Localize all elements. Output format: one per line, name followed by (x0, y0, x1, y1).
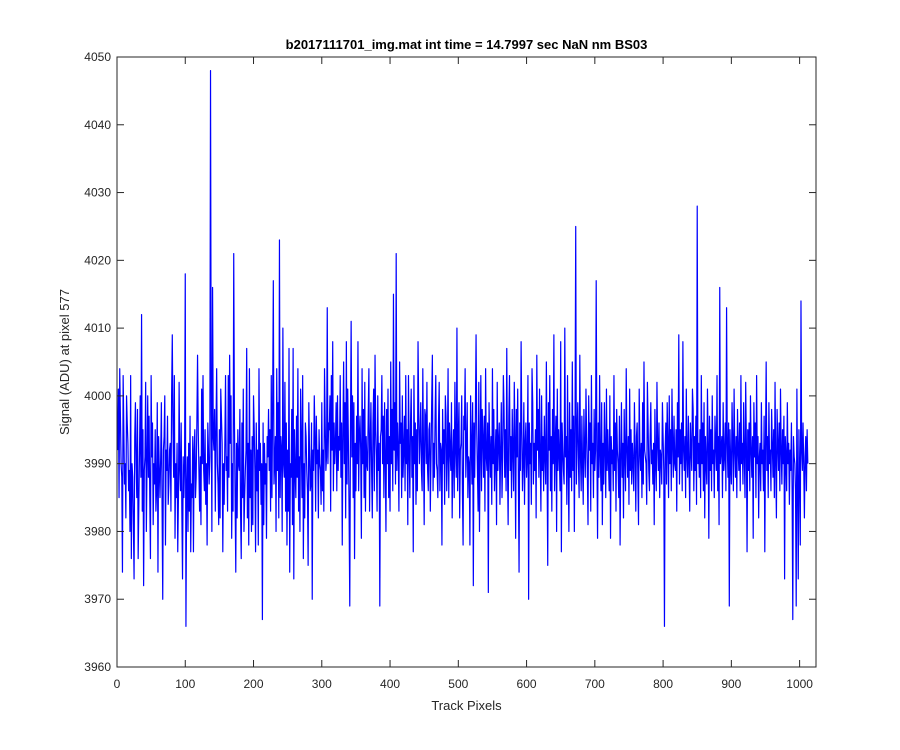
x-tick-label: 300 (312, 677, 332, 691)
y-tick-label: 3960 (84, 660, 111, 674)
axes-box (116, 56, 817, 668)
x-tick-label: 800 (653, 677, 673, 691)
plot-area (117, 57, 816, 667)
x-tick-label: 200 (244, 677, 264, 691)
y-tick-label: 4020 (84, 253, 111, 267)
x-tick-label: 1000 (786, 677, 813, 691)
y-tick-label: 4000 (84, 389, 111, 403)
y-tick-label: 3990 (84, 457, 111, 471)
x-tick-label: 400 (380, 677, 400, 691)
y-tick-label: 3980 (84, 524, 111, 538)
series-line-0 (117, 69, 809, 627)
x-tick-label: 0 (114, 677, 121, 691)
chart-title: b2017111701_img.mat int time = 14.7997 s… (286, 37, 648, 52)
x-tick-label: 100 (175, 677, 195, 691)
x-tick-label: 900 (721, 677, 741, 691)
y-tick-label: 4040 (84, 118, 111, 132)
ticks-layer: 0 100 200 300 400 500 600 700 800 900 1000 3960 3970… (84, 50, 816, 691)
y-tick-label: 4010 (84, 321, 111, 335)
x-axis-label: Track Pixels (431, 698, 502, 713)
y-tick-label: 3970 (84, 592, 111, 606)
x-tick-label: 600 (517, 677, 537, 691)
x-tick-label: 500 (448, 677, 468, 691)
y-tick-label: 4030 (84, 186, 111, 200)
x-tick-label: 700 (585, 677, 605, 691)
series-layer (117, 69, 809, 627)
y-axis-label: Signal (ADU) at pixel 577 (57, 289, 72, 435)
y-tick-label: 4050 (84, 50, 111, 64)
